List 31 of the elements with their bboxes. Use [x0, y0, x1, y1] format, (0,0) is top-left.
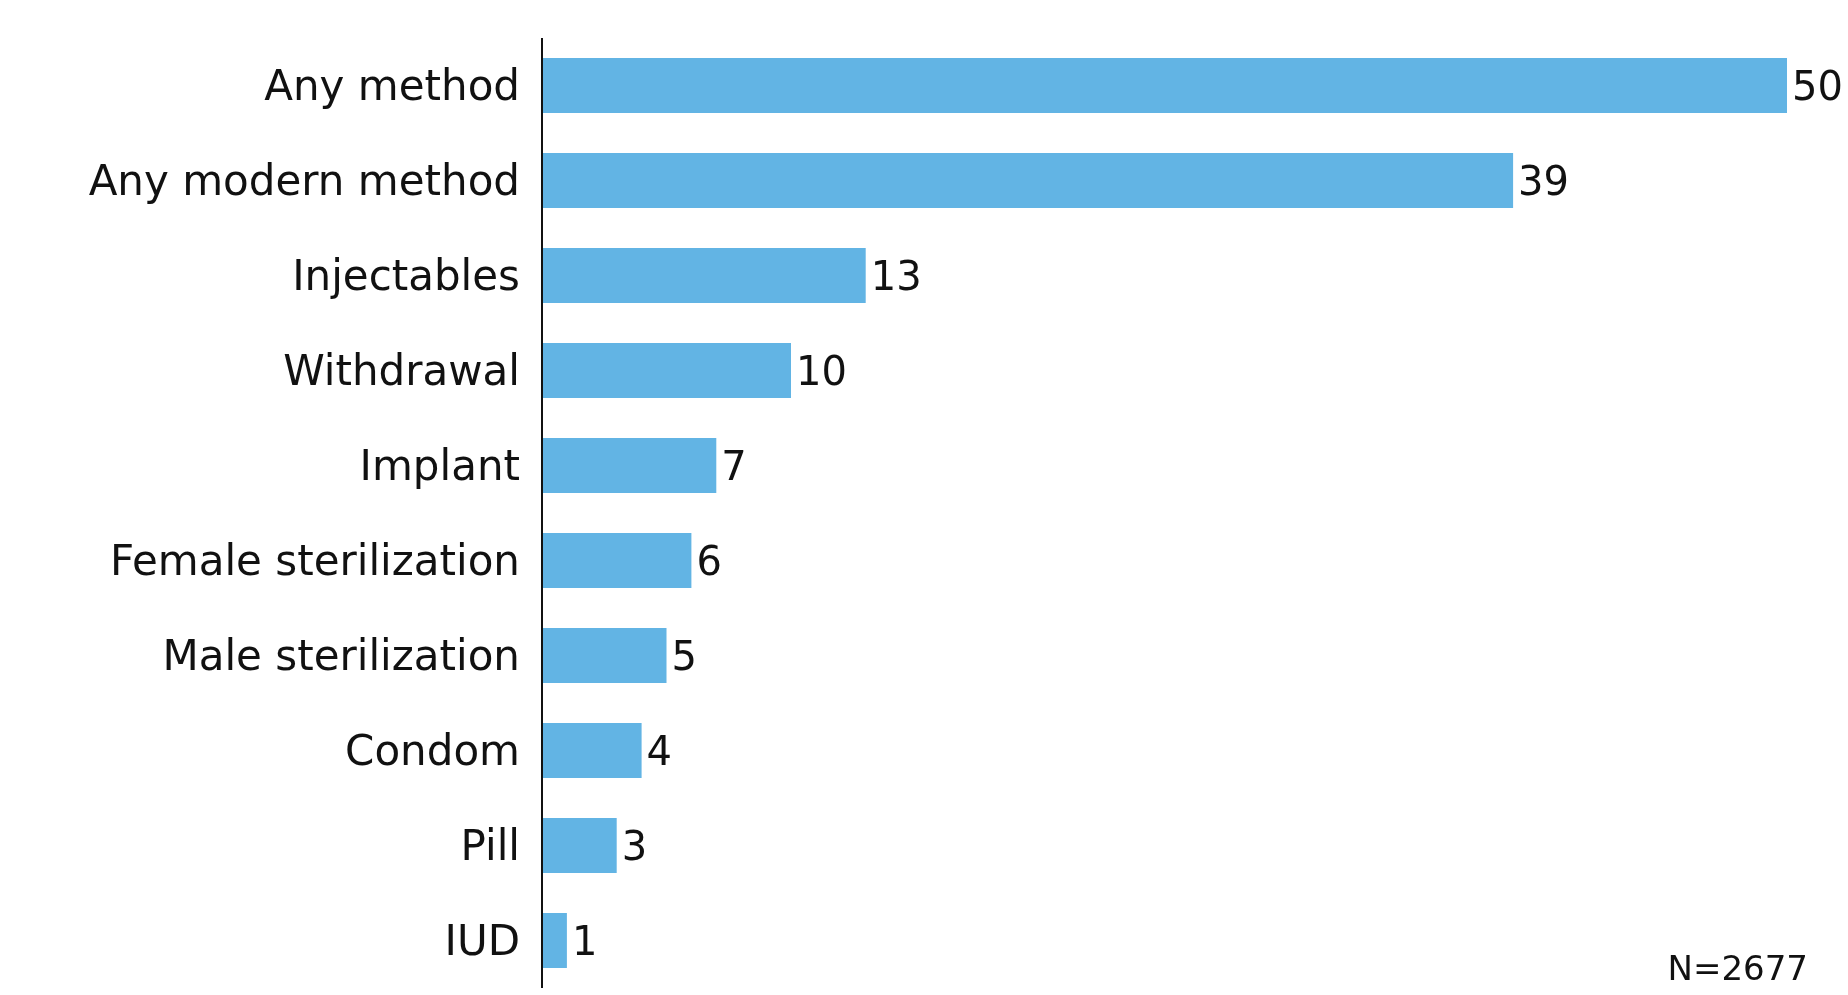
y-tick-label: IUD: [444, 916, 520, 966]
data-label: 5: [671, 632, 697, 679]
bar: [542, 57, 1787, 113]
data-label: 13: [870, 252, 922, 299]
data-label: 39: [1518, 157, 1570, 204]
data-label: 7: [721, 442, 747, 489]
y-tick-label: Pill: [460, 821, 520, 871]
y-tick-label: Condom: [345, 726, 520, 776]
y-tick-label: Female sterilization: [110, 536, 520, 586]
y-tick-label: Any method: [264, 61, 520, 111]
y-tick-label: Withdrawal: [283, 346, 520, 396]
bar: [542, 437, 717, 493]
data-label: 1: [571, 917, 598, 964]
data-label: 10: [796, 347, 847, 394]
data-label: 50: [1792, 62, 1843, 109]
data-label: 3: [621, 822, 648, 869]
data-label: 6: [696, 537, 722, 584]
y-tick-label: Male sterilization: [162, 631, 520, 681]
y-tick-label: Any modern method: [88, 156, 520, 206]
bar: [542, 152, 1514, 208]
bar: [542, 532, 692, 588]
annotation: N=2677: [1667, 948, 1808, 988]
bar: [542, 342, 791, 398]
bar: [542, 722, 642, 778]
y-tick-label: Implant: [359, 441, 520, 491]
data-label: 4: [646, 727, 673, 774]
bar: [542, 627, 667, 683]
bar: [542, 247, 866, 303]
bar: [542, 912, 567, 968]
y-tick-label: Injectables: [292, 251, 520, 301]
bar: [542, 817, 617, 873]
